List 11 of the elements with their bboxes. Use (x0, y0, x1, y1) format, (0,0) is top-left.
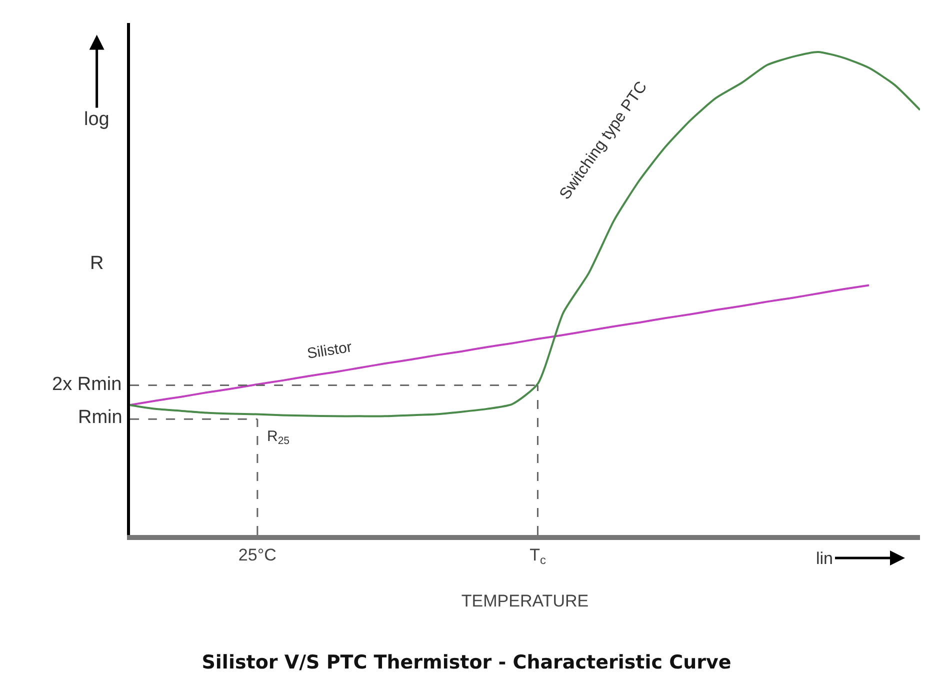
text: log (84, 109, 110, 130)
annotation: Silistor (306, 338, 354, 362)
annotation: R$_{25}$ (267, 428, 290, 448)
x-tick-label: 25°C (238, 545, 276, 564)
x-axis-title: TEMPERATURE (461, 591, 589, 610)
x-tick-label: T$_{c}$ (530, 545, 546, 567)
text: Rmin (78, 407, 122, 428)
text: lin (816, 549, 834, 568)
text: 2x Rmin (52, 374, 122, 395)
text: R (90, 253, 104, 274)
text: Silistor V/S PTC Thermistor - Characteristic Curve (202, 652, 732, 674)
